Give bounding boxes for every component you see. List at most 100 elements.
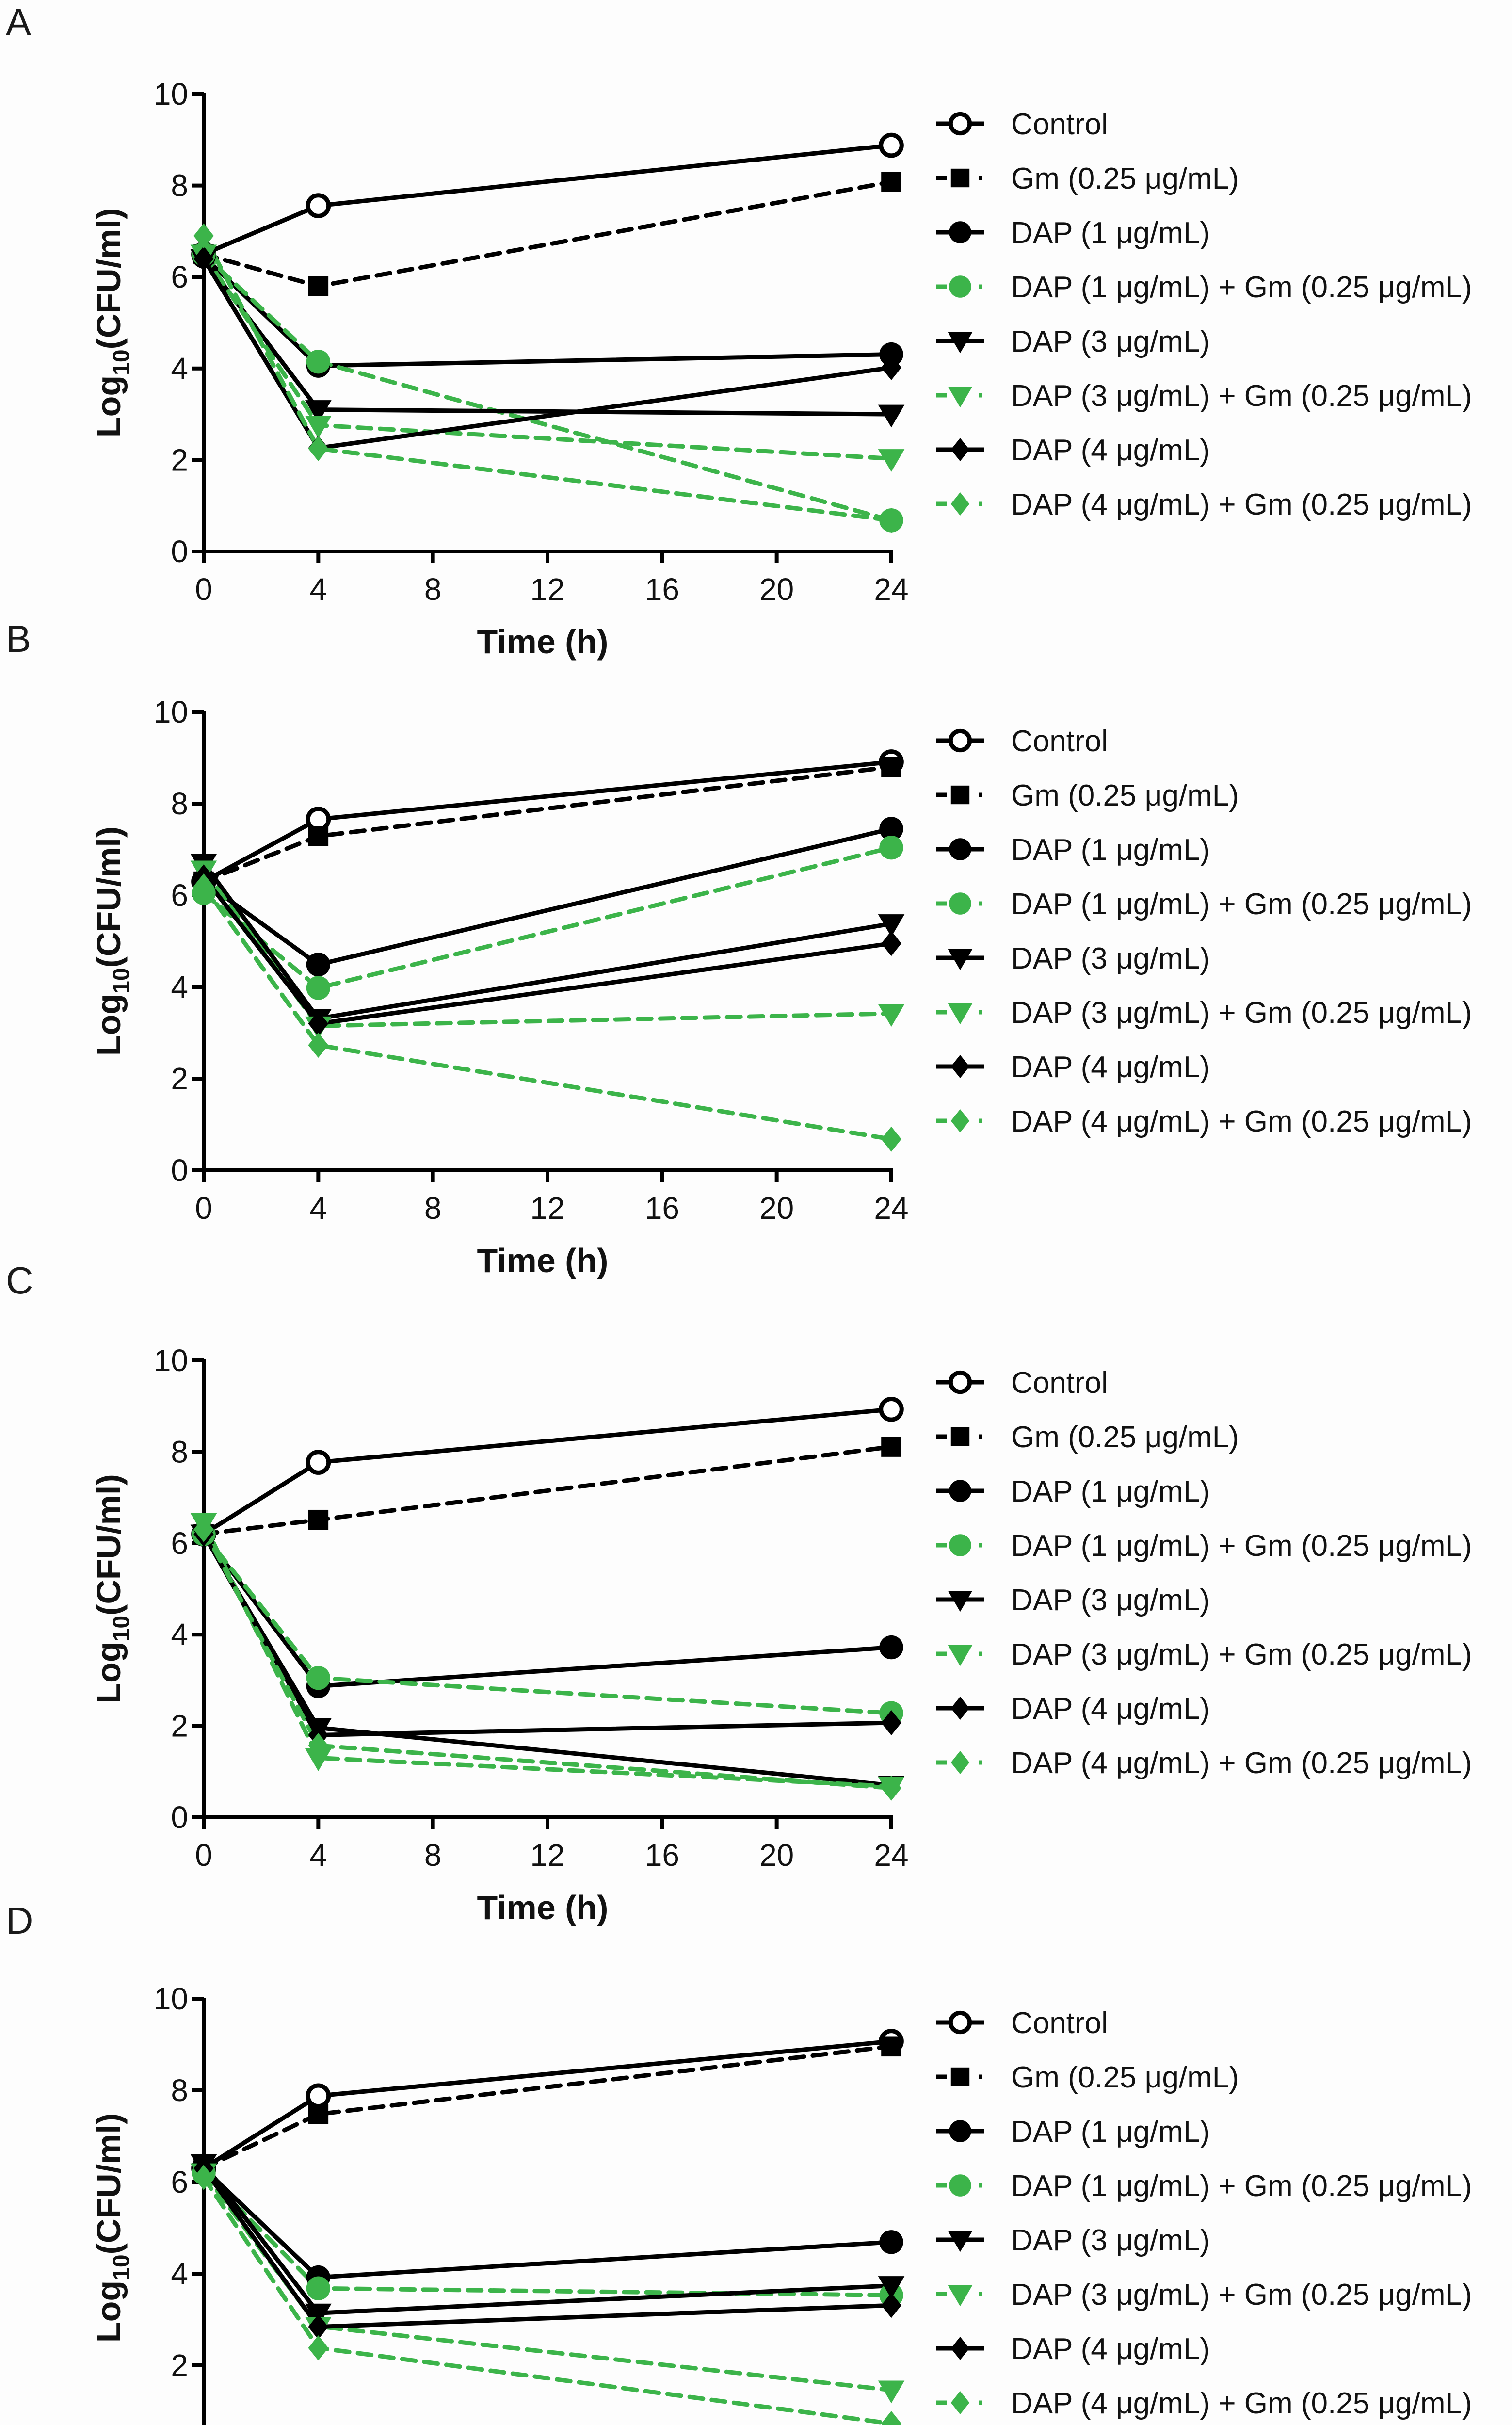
data-point-circle-open (306, 2083, 331, 2109)
legend-marker-circle-open (948, 2010, 972, 2035)
legend-item: DAP (3 μg/mL) + Gm (0.25 μg/mL) (936, 2278, 1472, 2312)
legend-item: Control (936, 108, 1108, 141)
data-point-square (881, 2036, 901, 2057)
data-point-diamond (193, 2165, 214, 2190)
legend-marker-circle (949, 1534, 971, 1556)
legend-label: DAP (3 μg/mL) (1011, 2224, 1210, 2257)
legend-item: DAP (3 μg/mL) (936, 325, 1210, 358)
y-axis-title: Log10(CFU/ml) (90, 1474, 134, 1703)
legend-marker-square (950, 2067, 970, 2086)
y-tick-label: 0 (171, 1153, 188, 1188)
legend-marker-triangle-down (948, 1003, 973, 1025)
legend-label: Gm (0.25 μg/mL) (1011, 779, 1239, 812)
x-tick-label: 4 (310, 572, 327, 607)
y-tick-label: 10 (154, 1343, 188, 1378)
series-line (201, 252, 894, 523)
legend-label: DAP (4 μg/mL) (1011, 1692, 1210, 1726)
y-axis-title: Log10(CFU/ml) (90, 2113, 134, 2343)
legend-item: DAP (3 μg/mL) + Gm (0.25 μg/mL) (936, 996, 1472, 1030)
x-tick-label: 20 (759, 1838, 794, 1873)
legend-label: DAP (4 μg/mL) (1011, 1051, 1210, 1084)
legend-item: Gm (0.25 μg/mL) (936, 162, 1239, 195)
data-point-circle (879, 1635, 903, 1660)
y-tick-label: 10 (154, 1981, 188, 2016)
legend-marker-diamond (950, 1109, 970, 1132)
data-point-diamond (308, 2314, 329, 2340)
legend-item: DAP (1 μg/mL) (936, 216, 1210, 250)
legend-item: Gm (0.25 μg/mL) (936, 1421, 1239, 1454)
legend-item: DAP (4 μg/mL) + Gm (0.25 μg/mL) (936, 1746, 1472, 1780)
panel-letter: C (6, 1259, 33, 1302)
y-tick-label: 6 (171, 259, 188, 294)
data-point-triangle-down (878, 404, 905, 428)
legend-label: DAP (3 μg/mL) + Gm (0.25 μg/mL) (1011, 996, 1472, 1030)
y-axis-title: Log10(CFU/ml) (90, 208, 134, 437)
legend-item: Gm (0.25 μg/mL) (936, 779, 1239, 812)
data-point-diamond (308, 1733, 329, 1759)
legend-label: Control (1011, 1366, 1108, 1400)
y-axis-title-base: Log (90, 994, 128, 1056)
legend-label: DAP (1 μg/mL) + Gm (0.25 μg/mL) (1011, 2169, 1472, 2203)
panel-letter: A (6, 0, 31, 43)
legend-marker-circle-open (948, 728, 972, 753)
legend-marker-triangle-down (948, 2231, 973, 2252)
x-tick-label: 4 (310, 1838, 327, 1873)
data-point-diamond (881, 1775, 901, 1801)
series-line (202, 2166, 892, 2280)
data-point-square (308, 1509, 329, 1530)
data-point-triangle-down (878, 914, 905, 937)
legend-marker-square (950, 1427, 970, 1446)
data-point-diamond (308, 1011, 329, 1036)
data-point-diamond (193, 246, 214, 272)
legend-marker-diamond (950, 1697, 970, 1720)
x-tick-label: 20 (759, 1191, 794, 1226)
x-axis-title: Time (h) (477, 1889, 609, 1926)
legend-marker-triangle-down (948, 1645, 973, 1666)
legend-label: DAP (1 μg/mL) (1011, 216, 1210, 250)
data-point-circle (879, 836, 903, 860)
data-point-circle-open (306, 1450, 331, 1475)
y-tick-label: 4 (171, 1617, 188, 1652)
legend-item: DAP (4 μg/mL) (936, 1692, 1210, 1726)
data-point-circle (306, 976, 331, 1000)
y-tick-label: 6 (171, 878, 188, 913)
panel-letter: B (6, 617, 31, 660)
data-point-circle (879, 2230, 903, 2254)
legend-item: DAP (1 μg/mL) (936, 833, 1210, 867)
y-tick-label: 8 (171, 2073, 188, 2108)
data-point-triangle-down (878, 2276, 905, 2299)
y-tick-label: 4 (171, 2256, 188, 2291)
legend: Control Gm (0.25 μg/mL) DAP (1 μg/mL) DAP (… (936, 725, 1472, 1138)
y-axis-title-subscript: 10 (109, 968, 134, 993)
series-line (202, 1407, 892, 1536)
x-tick-label: 16 (645, 572, 679, 607)
legend-item: DAP (1 μg/mL) + Gm (0.25 μg/mL) (936, 2169, 1472, 2203)
legend-marker-circle (949, 2120, 971, 2142)
legend-marker-diamond (950, 492, 970, 516)
data-point-circle (879, 342, 903, 367)
series-line (202, 257, 892, 417)
x-tick-label: 0 (195, 1191, 212, 1226)
y-tick-label: 8 (171, 168, 188, 203)
legend-marker-diamond (950, 2391, 970, 2414)
data-point-circle-open (879, 132, 904, 158)
y-tick-label: 4 (171, 970, 188, 1004)
legend-marker-circle-open (948, 1370, 972, 1394)
y-tick-label: 2 (171, 1709, 188, 1744)
data-point-diamond (881, 2411, 901, 2425)
y-tick-label: 8 (171, 1434, 188, 1469)
legend-item: DAP (1 μg/mL) (936, 1475, 1210, 1508)
series-line (203, 143, 892, 257)
data-point-triangle-down (878, 2380, 905, 2404)
legend-label: Gm (0.25 μg/mL) (1011, 1421, 1239, 1454)
legend-item: DAP (3 μg/mL) (936, 2224, 1210, 2257)
data-point-diamond (193, 1517, 214, 1542)
x-tick-label: 0 (195, 572, 212, 607)
legend-label: DAP (1 μg/mL) + Gm (0.25 μg/mL) (1011, 1529, 1472, 1563)
data-point-circle (306, 1665, 331, 1690)
legend: Control Gm (0.25 μg/mL) DAP (1 μg/mL) DAP (… (936, 1366, 1472, 1780)
legend-marker-circle (949, 221, 971, 243)
legend-item: DAP (4 μg/mL) + Gm (0.25 μg/mL) (936, 2387, 1472, 2420)
